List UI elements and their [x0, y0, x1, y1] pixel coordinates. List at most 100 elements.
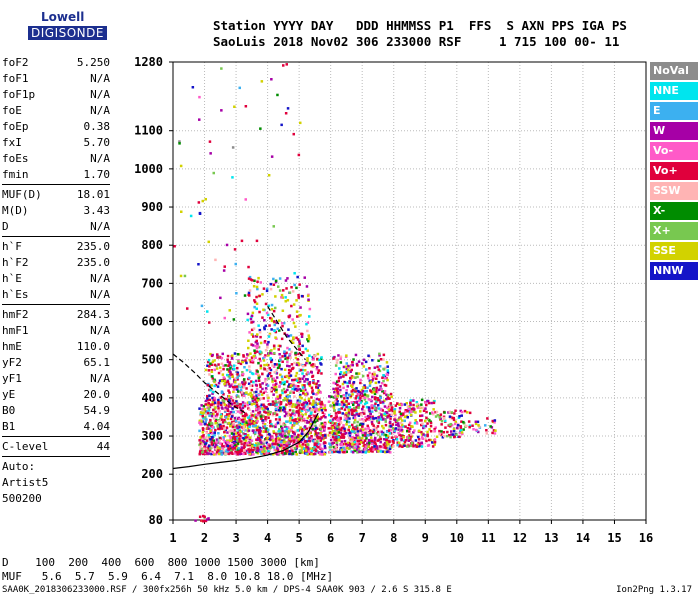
echo-point	[377, 438, 381, 442]
echo-point	[240, 391, 244, 394]
echo-point	[320, 400, 323, 404]
echo-point	[334, 364, 338, 367]
echo-point	[241, 414, 245, 418]
y-tick-label: 80	[149, 513, 163, 527]
echo-point	[334, 424, 338, 428]
echo-point	[211, 392, 214, 395]
echo-point	[194, 519, 197, 522]
echo-point	[330, 431, 334, 434]
echo-point	[268, 444, 271, 448]
echo-point	[347, 366, 351, 370]
echo-point	[259, 341, 263, 345]
echo-point	[380, 415, 383, 418]
echo-point	[351, 436, 354, 439]
echo-point	[234, 419, 238, 423]
echo-point	[304, 439, 307, 443]
echo-point	[263, 327, 266, 331]
echo-point	[230, 439, 233, 442]
echo-point	[289, 391, 292, 394]
echo-point	[332, 403, 336, 407]
echo-point	[237, 447, 240, 450]
echo-point	[368, 429, 372, 432]
echo-point	[366, 424, 369, 428]
echo-point	[222, 269, 226, 272]
echo-point	[401, 445, 404, 448]
echo-point	[234, 452, 237, 455]
echo-point	[241, 381, 244, 384]
echo-point	[260, 427, 263, 430]
echo-point	[299, 438, 302, 441]
echo-point	[375, 432, 379, 435]
echo-point	[353, 418, 357, 422]
echo-point	[253, 391, 256, 394]
echo-point	[288, 365, 291, 368]
echo-point	[286, 356, 289, 360]
echo-point	[381, 431, 385, 435]
echo-point	[173, 245, 176, 248]
echo-point	[206, 399, 209, 402]
echo-point	[252, 327, 256, 330]
echo-point	[382, 358, 385, 361]
echo-point	[247, 393, 250, 396]
echo-point	[267, 335, 271, 338]
echo-point	[271, 352, 274, 355]
echo-point	[209, 403, 213, 407]
echo-point	[234, 262, 237, 266]
echo-point	[215, 440, 218, 444]
echo-point	[178, 142, 181, 145]
echo-point	[211, 396, 214, 400]
echo-point	[286, 107, 290, 110]
echo-point	[260, 393, 264, 396]
echo-point	[293, 432, 296, 436]
echo-point	[241, 420, 245, 423]
echo-point	[390, 406, 394, 409]
echo-point	[417, 429, 421, 433]
echo-point	[407, 423, 411, 427]
echo-point	[426, 444, 430, 447]
echo-point	[336, 387, 339, 390]
echo-point	[345, 391, 348, 395]
echo-point	[477, 424, 480, 427]
echo-point	[264, 430, 268, 433]
echo-point	[291, 378, 294, 382]
echo-point	[314, 418, 317, 421]
echo-point	[344, 394, 348, 397]
echo-point	[306, 443, 310, 446]
echo-point	[201, 199, 204, 203]
echo-point	[200, 440, 203, 443]
echo-point	[252, 380, 255, 384]
echo-point	[339, 361, 343, 364]
echo-point	[271, 453, 275, 456]
echo-point	[304, 378, 308, 381]
echo-point	[320, 357, 323, 360]
param-row: foF2 5.250	[2, 55, 110, 71]
echo-point	[292, 439, 296, 442]
echo-point	[219, 296, 222, 300]
echo-point	[373, 428, 376, 432]
echo-point	[298, 283, 301, 286]
echo-point	[207, 446, 210, 450]
echo-point	[342, 394, 345, 397]
echo-point	[425, 403, 428, 407]
echo-point	[331, 426, 334, 429]
echo-point	[417, 438, 421, 441]
echo-point	[225, 243, 229, 247]
echo-point	[348, 393, 351, 397]
echo-point	[296, 358, 300, 361]
echo-point	[305, 440, 308, 443]
echo-point	[352, 358, 355, 361]
echo-point	[201, 439, 205, 443]
echo-point	[361, 362, 364, 365]
echo-point	[371, 406, 374, 410]
echo-point	[246, 437, 249, 441]
echo-point	[207, 402, 210, 405]
echo-point	[297, 414, 301, 417]
echo-point	[397, 418, 400, 421]
echo-point	[245, 421, 248, 424]
echo-point	[347, 364, 350, 368]
echo-point	[342, 424, 345, 427]
echo-point	[409, 399, 412, 402]
echo-point	[312, 401, 315, 404]
echo-point	[347, 428, 350, 432]
legend-item: NNE	[650, 82, 698, 100]
